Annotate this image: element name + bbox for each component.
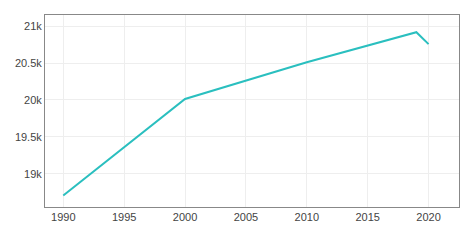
- svg-text:21k: 21k: [24, 20, 42, 32]
- svg-text:19k: 19k: [24, 168, 42, 180]
- svg-text:20.5k: 20.5k: [15, 57, 42, 69]
- svg-text:2010: 2010: [295, 211, 319, 223]
- svg-text:2005: 2005: [234, 211, 258, 223]
- svg-text:2020: 2020: [416, 211, 440, 223]
- svg-text:20k: 20k: [24, 94, 42, 106]
- svg-text:2000: 2000: [173, 211, 197, 223]
- svg-text:2015: 2015: [355, 211, 379, 223]
- svg-text:1995: 1995: [112, 211, 136, 223]
- svg-text:1990: 1990: [51, 211, 75, 223]
- svg-text:19.5k: 19.5k: [15, 131, 42, 143]
